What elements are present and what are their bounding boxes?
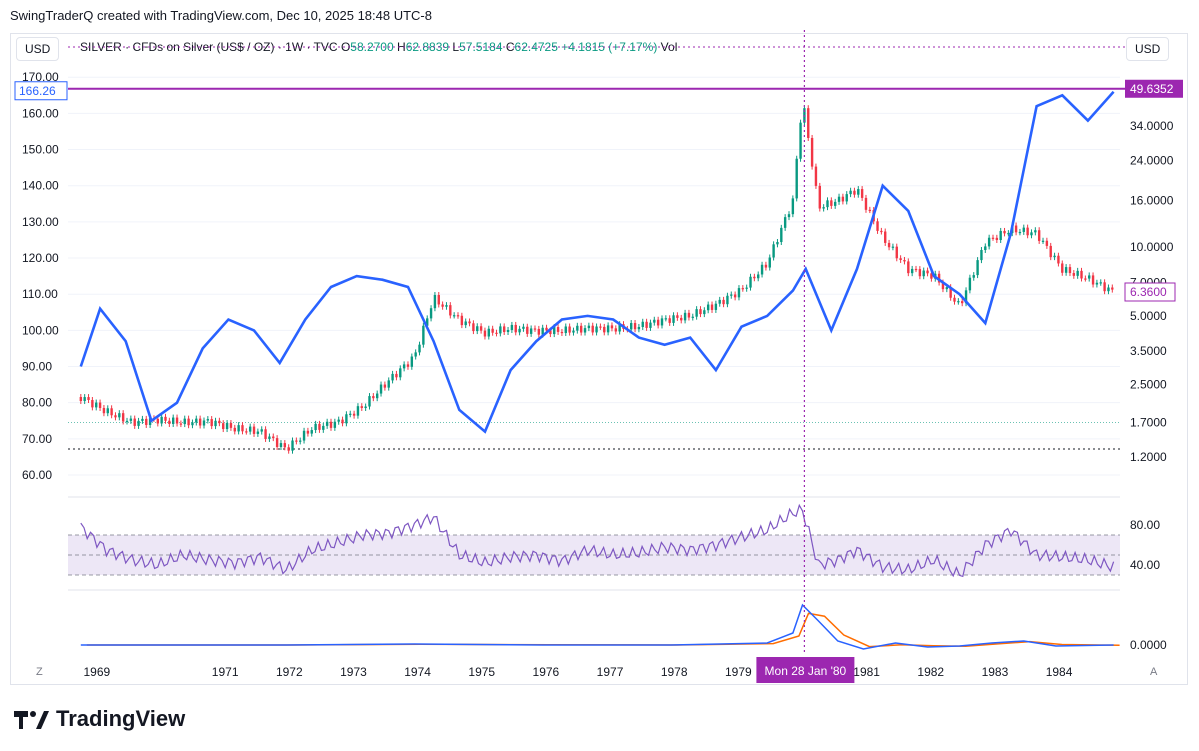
legend-volume[interactable]: Vol — [660, 40, 678, 54]
right-currency-button[interactable]: USD — [1126, 37, 1170, 61]
chart-frame — [10, 33, 1188, 685]
legend-close: 62.4725 — [514, 40, 558, 54]
left-currency-button[interactable]: USD — [16, 37, 60, 61]
legend-high: 62.8839 — [405, 40, 450, 54]
legend-symbol[interactable]: SILVER · CFDs on Silver (US$ / OZ) · 1W … — [80, 40, 338, 54]
tradingview-logo-icon — [14, 711, 49, 729]
legend-open-label: O — [340, 40, 351, 54]
auto-scale-button[interactable]: A — [1150, 666, 1158, 678]
zoom-reset-button[interactable]: Z — [36, 666, 43, 678]
chart-attribution: SwingTraderQ created with TradingView.co… — [10, 8, 432, 23]
symbol-legend: SILVER · CFDs on Silver (US$ / OZ) · 1W … — [80, 40, 677, 54]
tradingview-logo[interactable]: TradingView — [14, 706, 185, 732]
legend-close-label: C — [505, 40, 515, 54]
tradingview-brand: TradingView — [56, 706, 186, 731]
legend-open: 58.2700 — [350, 40, 394, 54]
legend-change: +4.1815 (+7.17%) — [561, 40, 658, 54]
legend-low: 57.5184 — [459, 40, 503, 54]
legend-high-label: H — [397, 40, 406, 54]
